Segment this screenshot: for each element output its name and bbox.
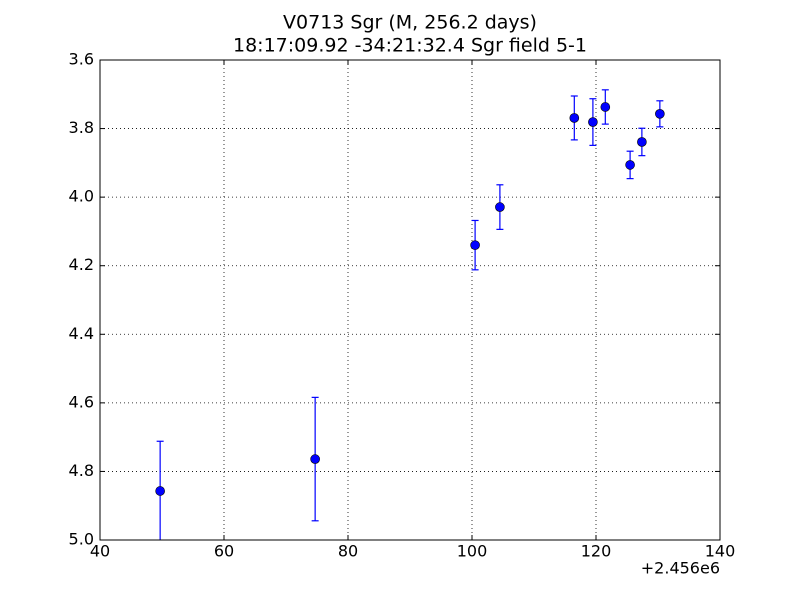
- data-point: [569, 113, 580, 123]
- data-point: [655, 109, 665, 119]
- plot-frame: [99, 59, 721, 541]
- y-tick-label: 3.8: [69, 118, 94, 137]
- x-tick-label: 120: [581, 542, 612, 561]
- x-offset-label: +2.456e6: [641, 559, 720, 578]
- data-point: [637, 137, 647, 147]
- data-point: [495, 202, 505, 212]
- data-point: [470, 240, 480, 250]
- x-tick-label: 60: [214, 542, 234, 561]
- plot-marks: [155, 89, 665, 540]
- data-point: [625, 160, 635, 170]
- chart-subtitle: 18:17:09.92 -34:21:32.4 Sgr field 5-1: [233, 35, 587, 57]
- x-tick-label: 140: [705, 542, 736, 561]
- data-point: [600, 102, 611, 112]
- y-tick-label: 4.4: [69, 324, 94, 343]
- data-point: [310, 454, 320, 464]
- chart-title: V0713 Sgr (M, 256.2 days): [283, 12, 537, 34]
- data-point: [588, 117, 598, 127]
- data-point: [155, 486, 165, 496]
- y-tick-label: 4.6: [69, 392, 94, 411]
- y-tick-label: 4.2: [69, 255, 94, 274]
- y-tick-label: 5.0: [69, 530, 94, 549]
- x-tick-label: 40: [90, 542, 110, 561]
- y-tick-label: 4.0: [69, 187, 94, 206]
- x-tick-label: 100: [457, 542, 488, 561]
- y-tick-label: 3.6: [69, 50, 94, 69]
- x-tick-label: 80: [338, 542, 358, 561]
- y-tick-label: 4.8: [69, 461, 94, 480]
